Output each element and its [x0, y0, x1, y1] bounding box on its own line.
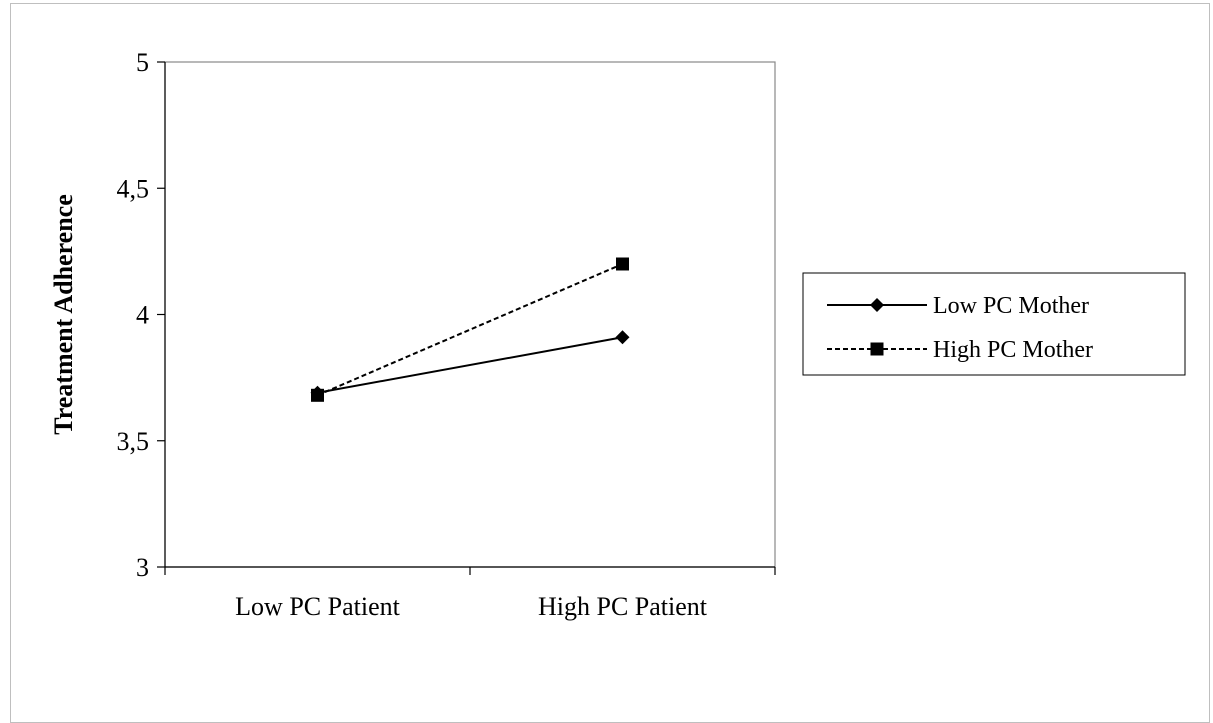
y-tick-label: 3 [136, 553, 149, 582]
x-tick-label: High PC Patient [538, 592, 708, 621]
y-tick-label: 4 [136, 301, 149, 330]
y-axis-title: Treatment Adherence [49, 194, 78, 434]
data-point [615, 330, 630, 345]
plot-area [164, 61, 776, 568]
legend-box [802, 272, 1186, 376]
series-1 [310, 330, 630, 400]
legend-label: Low PC Mother [933, 293, 1089, 319]
series-2 [311, 257, 629, 402]
plot-border [164, 61, 776, 568]
x-axis: Low PC Patient High PC Patient [164, 566, 776, 621]
legend: Low PC Mother High PC Mother [802, 272, 1186, 376]
legend-marker [870, 298, 884, 312]
y-tick-label: 3,5 [117, 427, 150, 456]
series-line [317, 336, 623, 394]
y-tick-label: 5 [136, 48, 149, 77]
legend-marker [870, 342, 884, 356]
data-point [311, 388, 324, 402]
x-tick-label: Low PC Patient [235, 592, 400, 621]
chart: 33,544,55 Low PC Patient High PC Patient … [49, 48, 1186, 621]
y-tick-label: 4,5 [117, 174, 150, 203]
data-point [616, 257, 629, 271]
series-line [317, 263, 623, 397]
series-layer [310, 257, 630, 402]
y-axis: 3 3,5 4 4,5 5 [117, 48, 166, 582]
legend-entry: Low PC Mother [827, 293, 1089, 319]
legend-label: High PC Mother [933, 337, 1093, 363]
legend-entry: High PC Mother [827, 337, 1093, 363]
